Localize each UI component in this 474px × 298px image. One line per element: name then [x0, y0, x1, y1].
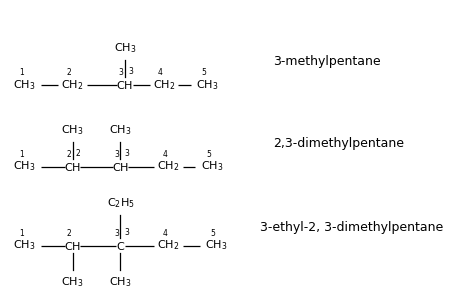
Text: 1: 1 — [18, 150, 23, 159]
Text: 1: 1 — [18, 68, 23, 77]
Text: 5: 5 — [210, 229, 215, 238]
Text: 2: 2 — [76, 149, 81, 158]
Text: 1: 1 — [18, 229, 23, 238]
Text: 4: 4 — [163, 150, 167, 159]
Text: 2,3-dimethylpentane: 2,3-dimethylpentane — [273, 137, 404, 150]
Text: $\mathsf{CH}$: $\mathsf{CH}$ — [64, 240, 81, 252]
Text: 5: 5 — [201, 68, 207, 77]
Text: 2: 2 — [67, 150, 72, 159]
Text: 3-ethyl-2, 3-dimethylpentane: 3-ethyl-2, 3-dimethylpentane — [260, 221, 443, 235]
Text: $\mathsf{CH_3}$: $\mathsf{CH_3}$ — [201, 160, 223, 173]
Text: $\mathsf{CH_3}$: $\mathsf{CH_3}$ — [109, 275, 132, 288]
Text: $\mathsf{CH_3}$: $\mathsf{CH_3}$ — [196, 78, 219, 91]
Text: $\mathsf{CH_3}$: $\mathsf{CH_3}$ — [114, 42, 136, 55]
Text: 4: 4 — [163, 229, 167, 238]
Text: $\mathsf{CH_3}$: $\mathsf{CH_3}$ — [13, 78, 36, 91]
Text: 4: 4 — [158, 68, 163, 77]
Text: $\mathsf{CH}$: $\mathsf{CH}$ — [64, 161, 81, 173]
Text: 3: 3 — [119, 68, 124, 77]
Text: $\mathsf{CH}$: $\mathsf{CH}$ — [112, 161, 129, 173]
Text: 3: 3 — [124, 149, 129, 158]
Text: 2: 2 — [67, 68, 72, 77]
Text: $\mathsf{CH_3}$: $\mathsf{CH_3}$ — [61, 123, 84, 137]
Text: $\mathsf{CH_2}$: $\mathsf{CH_2}$ — [61, 78, 84, 91]
Text: 5: 5 — [206, 150, 211, 159]
Text: 3: 3 — [115, 229, 119, 238]
Text: $\mathsf{CH_2}$: $\mathsf{CH_2}$ — [153, 78, 175, 91]
Text: 3: 3 — [124, 228, 129, 237]
Text: $\mathsf{C_2H_5}$: $\mathsf{C_2H_5}$ — [107, 197, 134, 210]
Text: $\mathsf{CH_3}$: $\mathsf{CH_3}$ — [109, 123, 132, 137]
Text: $\mathsf{CH_3}$: $\mathsf{CH_3}$ — [13, 160, 36, 173]
Text: 3-methylpentane: 3-methylpentane — [273, 55, 381, 68]
Text: $\mathsf{CH_3}$: $\mathsf{CH_3}$ — [205, 239, 228, 252]
Text: 3: 3 — [128, 67, 133, 76]
Text: $\mathsf{C}$: $\mathsf{C}$ — [116, 240, 125, 252]
Text: 3: 3 — [115, 150, 119, 159]
Text: $\mathsf{CH_3}$: $\mathsf{CH_3}$ — [13, 239, 36, 252]
Text: 2: 2 — [67, 229, 72, 238]
Text: $\mathsf{CH_2}$: $\mathsf{CH_2}$ — [157, 160, 180, 173]
Text: $\mathsf{CH_2}$: $\mathsf{CH_2}$ — [157, 239, 180, 252]
Text: $\mathsf{CH}$: $\mathsf{CH}$ — [116, 79, 133, 91]
Text: $\mathsf{CH_3}$: $\mathsf{CH_3}$ — [61, 275, 84, 288]
